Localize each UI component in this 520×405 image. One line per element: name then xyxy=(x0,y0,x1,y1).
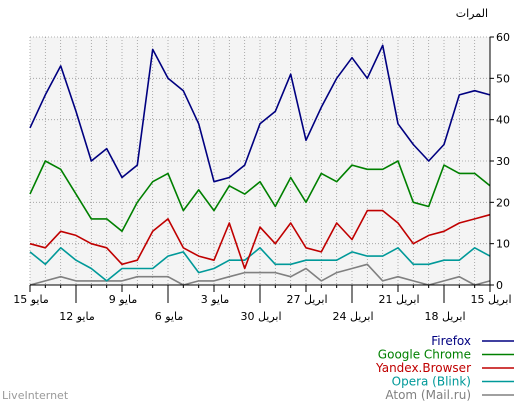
y-axis-ticks: 0 10 20 30 40 50 60 xyxy=(490,31,510,292)
x-tick-label: 27 ابريل xyxy=(286,293,327,306)
x-tick-label: 15 مايو xyxy=(13,293,49,306)
y-tick-label: 40 xyxy=(496,114,510,127)
y-tick-label: 10 xyxy=(496,238,510,251)
y-tick-label: 0 xyxy=(496,279,503,292)
y-tick-label: 20 xyxy=(496,196,510,209)
series-line-google-chrome xyxy=(29,160,491,233)
legend-label: Firefox xyxy=(431,334,471,348)
y-axis-unit-label: المرات xyxy=(456,7,488,20)
legend-label: Atom (Mail.ru) xyxy=(385,388,471,402)
x-tick-label: 3 مايو xyxy=(201,293,230,306)
x-axis-ticks: 15 مايو 9 مايو 3 مايو 27 ابريل 21 ابريل 15 اب… xyxy=(13,285,512,323)
legend-label: Google Chrome xyxy=(378,348,471,362)
series-line-firefox xyxy=(29,44,491,183)
x-tick-label: 6 مايو xyxy=(155,310,184,323)
series-line-yandex-browser xyxy=(29,209,491,270)
y-tick-label: 60 xyxy=(496,31,510,44)
y-tick-label: 50 xyxy=(496,72,510,85)
x-tick-label: 24 ابريل xyxy=(332,310,373,323)
series-line-opera-blink xyxy=(29,247,491,282)
liveinternet-brand: LiveInternet xyxy=(2,389,69,402)
x-tick-label: 30 ابريل xyxy=(240,310,281,323)
x-tick-label: 15 ابريل xyxy=(470,293,511,306)
legend-label: Yandex.Browser xyxy=(375,361,471,375)
x-tick-label: 21 ابريل xyxy=(378,293,419,306)
x-tick-label: 12 مايو xyxy=(59,310,95,323)
x-tick-label: 9 مايو xyxy=(109,293,138,306)
x-tick-label: 18 ابريل xyxy=(424,310,465,323)
y-tick-label: 30 xyxy=(496,155,510,168)
series-lines xyxy=(29,44,491,286)
legend-label: Opera (Blink) xyxy=(392,375,471,389)
